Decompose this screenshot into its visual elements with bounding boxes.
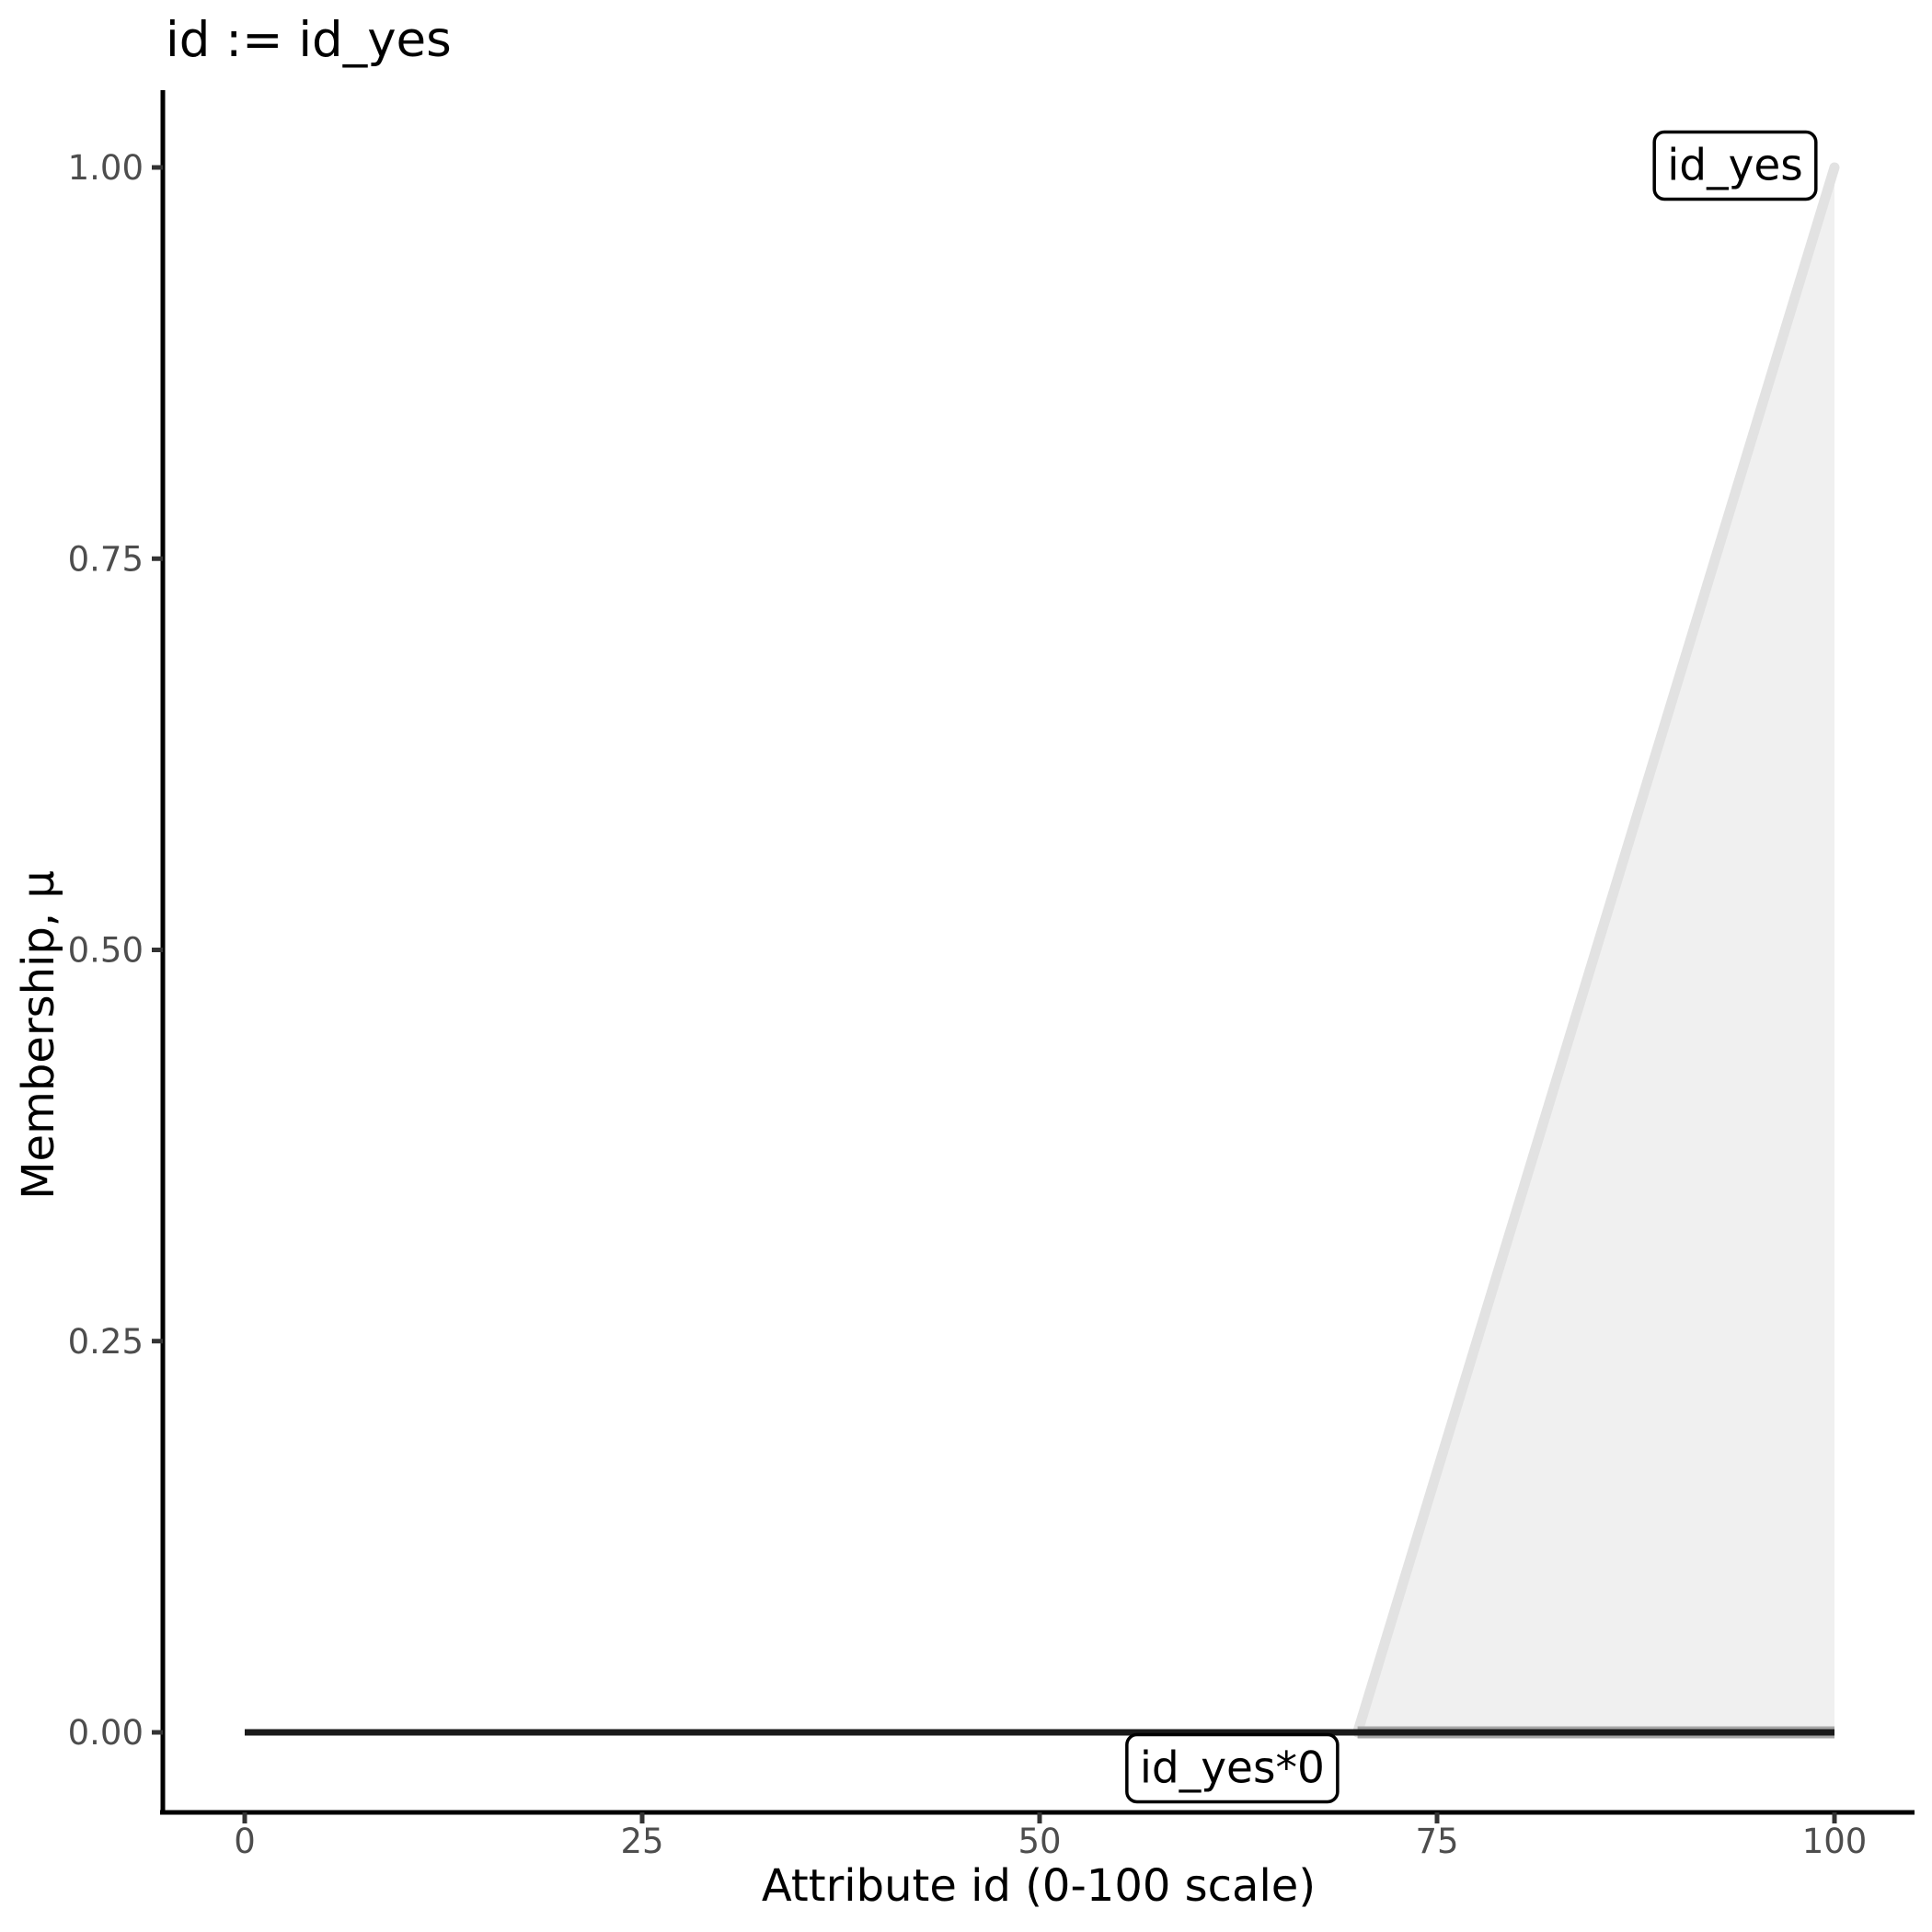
y-tick-label-1: 0.25: [68, 1322, 144, 1362]
y-tick-label-3: 0.75: [68, 539, 144, 579]
y-tick-label-4: 1.00: [68, 148, 144, 188]
plot-title: id := id_yes: [166, 12, 452, 68]
y-tick-label-0: 0.00: [68, 1713, 144, 1753]
x-axis-title: Attribute id (0-100 scale): [761, 1860, 1317, 1912]
series-label-box-1: [1125, 1732, 1340, 1804]
series-label-text-0: id_yes: [1667, 141, 1803, 191]
annotations-layer: id_yes id_yes*0: [1125, 130, 1818, 1804]
series-id_yes-edge: [1352, 162, 1840, 1738]
series-label-id_yes*0: id_yes*0: [1125, 1732, 1340, 1804]
series-label-text-1: id_yes*0: [1140, 1743, 1325, 1794]
y-tick-label-2: 0.50: [68, 931, 144, 971]
x-tick-label-1: 25: [620, 1822, 663, 1861]
x-tick-label-2: 50: [1018, 1822, 1061, 1861]
series-label-box-0: [1652, 130, 1818, 201]
x-tick-label-4: 100: [1802, 1822, 1868, 1861]
series-layer: [245, 162, 1840, 1739]
axes-layer: 0.00 0.25 0.50 0.75 1.00 0 25 50 75 100: [68, 90, 1915, 1861]
x-tick-label-0: 0: [234, 1822, 256, 1861]
series-label-id_yes: id_yes: [1652, 130, 1818, 201]
x-tick-label-3: 75: [1415, 1822, 1458, 1861]
